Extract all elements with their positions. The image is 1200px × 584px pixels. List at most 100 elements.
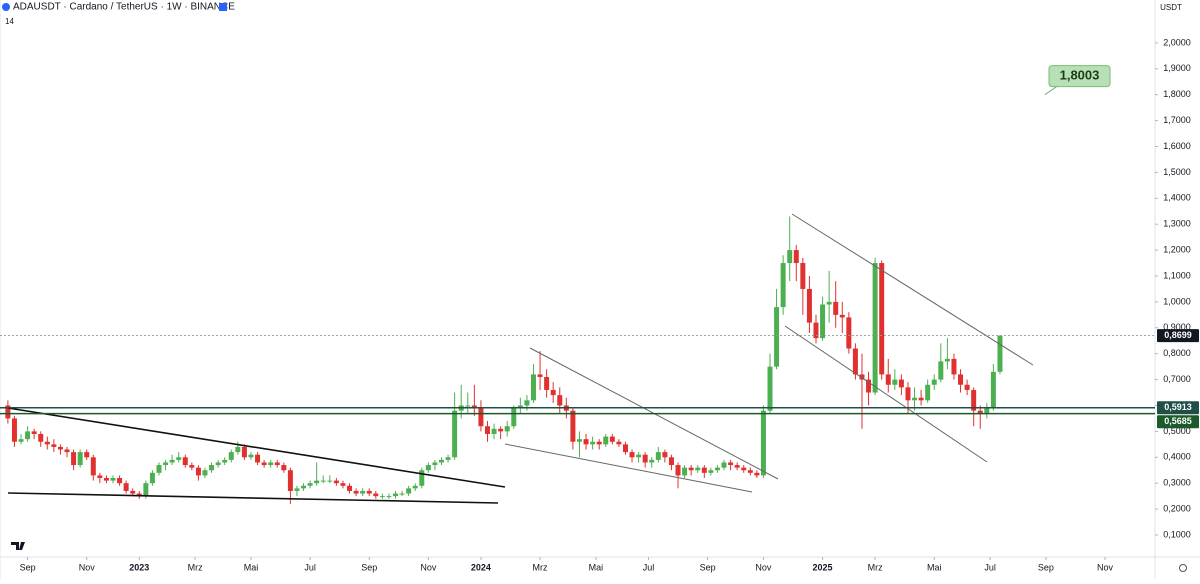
- candle-body: [294, 488, 300, 491]
- candle-body: [544, 376, 550, 390]
- candle-body: [570, 410, 576, 442]
- candle-body: [662, 452, 668, 458]
- candle-body: [333, 480, 339, 484]
- y-tick-label: 1,4000: [1163, 193, 1191, 203]
- callout-label: 1,8003: [1060, 68, 1100, 83]
- candle-body: [419, 470, 425, 486]
- candle-body: [898, 379, 904, 388]
- candle-body: [984, 408, 990, 414]
- candle-body: [701, 467, 707, 473]
- candle-body: [754, 472, 760, 476]
- candle-body: [550, 389, 556, 396]
- candle-body: [787, 250, 793, 264]
- candle-body: [248, 454, 254, 458]
- candle-body: [629, 452, 635, 458]
- candle-body: [767, 366, 773, 411]
- candle-body: [340, 483, 346, 486]
- candle-body: [912, 397, 918, 401]
- candle-body: [136, 493, 142, 497]
- candle-body: [642, 454, 648, 463]
- candle-body: [202, 470, 208, 476]
- y-tick-label: 2,0000: [1163, 37, 1191, 47]
- candle-body: [741, 467, 747, 471]
- candle-body: [399, 493, 405, 495]
- candle-body: [209, 465, 215, 471]
- candle-body: [478, 408, 484, 427]
- symbol-icon: [2, 3, 10, 11]
- last-price-box: [1157, 329, 1199, 343]
- candle-body: [484, 426, 490, 434]
- y-tick-label: 0,4000: [1163, 452, 1191, 462]
- candle-body: [452, 410, 458, 458]
- x-tick-label: Sep: [1038, 562, 1054, 572]
- candle-body: [320, 480, 326, 482]
- candle-body: [143, 483, 149, 497]
- last-price-label: 0,8699: [1164, 330, 1192, 340]
- candle-body: [833, 301, 839, 315]
- candle-body: [977, 410, 983, 414]
- x-tick-label: 2025: [813, 562, 833, 572]
- candle-body: [596, 441, 602, 445]
- y-tick-label: 1,8000: [1163, 89, 1191, 99]
- candle-body: [504, 426, 510, 432]
- candle-body: [734, 465, 740, 468]
- candle-body: [938, 361, 944, 380]
- y-tick-label: 0,8000: [1163, 348, 1191, 358]
- candle-body: [18, 439, 24, 442]
- candle-body: [944, 358, 950, 362]
- x-tick-label: Mrz: [188, 562, 203, 572]
- y-tick-label: 1,1000: [1163, 270, 1191, 280]
- candle-body: [327, 480, 333, 482]
- candle-body: [57, 446, 63, 450]
- candle-body: [195, 467, 201, 476]
- settings-icon[interactable]: [1179, 564, 1187, 572]
- candle-body: [892, 379, 898, 385]
- candle-body: [314, 480, 320, 484]
- candle-body: [760, 410, 766, 476]
- x-tick-label: Mrz: [533, 562, 548, 572]
- candle-body: [432, 462, 438, 466]
- x-tick-label: Nov: [79, 562, 96, 572]
- candle-body: [373, 493, 379, 497]
- candle-body: [511, 408, 517, 427]
- candle-body: [852, 348, 858, 375]
- x-tick-label: Sep: [361, 562, 377, 572]
- candle-body: [130, 490, 136, 494]
- candle-body: [971, 389, 977, 411]
- candle-body: [222, 459, 228, 463]
- candle-body: [780, 263, 786, 308]
- candle-body: [5, 405, 11, 419]
- x-tick-label: Jul: [984, 562, 996, 572]
- indicator-badge: 14: [5, 17, 14, 26]
- candle-body: [103, 478, 109, 481]
- candle-body: [189, 465, 195, 468]
- plot-area: [5, 216, 1003, 504]
- x-tick-label: 2023: [129, 562, 149, 572]
- y-tick-label: 1,3000: [1163, 219, 1191, 229]
- candle-body: [228, 452, 234, 460]
- candle-body: [465, 405, 471, 407]
- candle-body: [261, 462, 267, 466]
- candle-body: [695, 467, 701, 471]
- flag-icon: [219, 3, 227, 11]
- candle-body: [682, 467, 688, 476]
- candle-body: [721, 462, 727, 468]
- candle-body: [774, 307, 780, 367]
- candle-body: [268, 462, 274, 466]
- candle-body: [301, 485, 307, 489]
- x-tick-label: 2024: [471, 562, 491, 572]
- y-tick-label: 0,9000: [1163, 322, 1191, 332]
- candle-body: [990, 371, 996, 409]
- candle-body: [287, 470, 293, 491]
- candle-body: [38, 433, 44, 442]
- candle-body: [576, 439, 582, 442]
- x-tick-label: Nov: [755, 562, 772, 572]
- candle-body: [964, 384, 970, 390]
- x-tick-label: Jul: [643, 562, 655, 572]
- candle-body: [25, 431, 31, 440]
- x-tick-label: Nov: [1097, 562, 1114, 572]
- x-tick-label: Sep: [20, 562, 36, 572]
- y-tick-label: 1,9000: [1163, 63, 1191, 73]
- price-label-box: [1157, 415, 1199, 429]
- x-tick-label: Mai: [244, 562, 259, 572]
